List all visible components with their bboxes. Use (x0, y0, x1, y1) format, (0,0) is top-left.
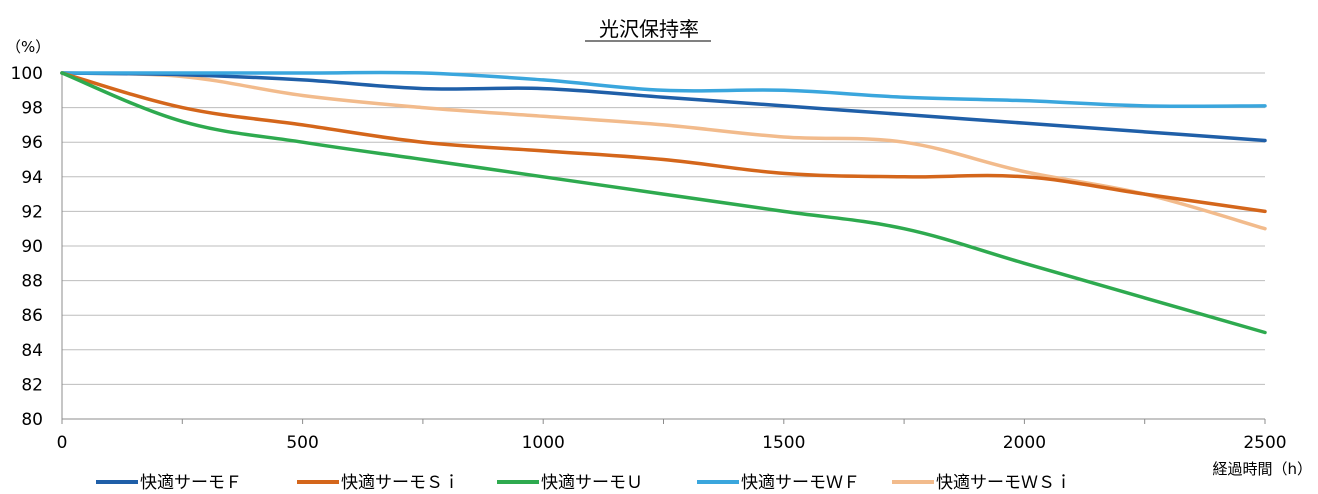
legend-label-1: 快適サーモＳｉ (341, 473, 460, 493)
legend-label-4: 快適サーモＷＳｉ (936, 473, 1072, 493)
chart-title: 光沢保持率 (599, 17, 699, 41)
y-tick-labels: 80 82 84 86 88 90 92 94 96 98 100 (11, 64, 43, 430)
x-tick-label: 1000 (522, 433, 565, 453)
legend: 快適サーモＦ 快適サーモＳｉ 快適サーモＵ 快適サーモＷＦ 快適サーモＷＳｉ (96, 473, 1072, 493)
x-axis-label: 経過時間（h） (1212, 460, 1312, 478)
series-line-3 (60, 70, 1267, 109)
y-tick-label: 84 (21, 341, 43, 361)
series-line-4 (60, 71, 1267, 231)
x-tick-label: 500 (286, 433, 318, 453)
y-tick-label: 82 (21, 375, 43, 395)
y-tick-label: 96 (21, 133, 43, 153)
y-tick-label: 94 (21, 168, 43, 188)
series-line-0 (60, 71, 1267, 143)
y-tick-label: 92 (21, 202, 43, 222)
y-axis-unit-label: （%） (6, 38, 50, 56)
legend-label-3: 快適サーモＷＦ (741, 473, 860, 493)
y-tick-label: 86 (21, 306, 43, 326)
x-tick-labels: 0 500 1000 1500 2000 2500 (57, 433, 1287, 453)
x-tick-label: 1500 (762, 433, 805, 453)
y-tick-label: 100 (11, 64, 43, 84)
x-tick-label: 2500 (1243, 433, 1286, 453)
series-line-2 (60, 71, 1267, 335)
series-lines (60, 70, 1267, 335)
legend-label-2: 快適サーモＵ (541, 473, 643, 493)
y-tick-label: 88 (21, 272, 43, 292)
y-tick-label: 80 (21, 410, 43, 430)
series-line-1 (60, 71, 1267, 214)
x-tick-label: 2000 (1003, 433, 1046, 453)
y-tick-label: 90 (21, 237, 43, 257)
x-tick-label: 0 (57, 433, 68, 453)
y-tick-label: 98 (21, 99, 43, 119)
legend-label-0: 快適サーモＦ (140, 473, 242, 493)
